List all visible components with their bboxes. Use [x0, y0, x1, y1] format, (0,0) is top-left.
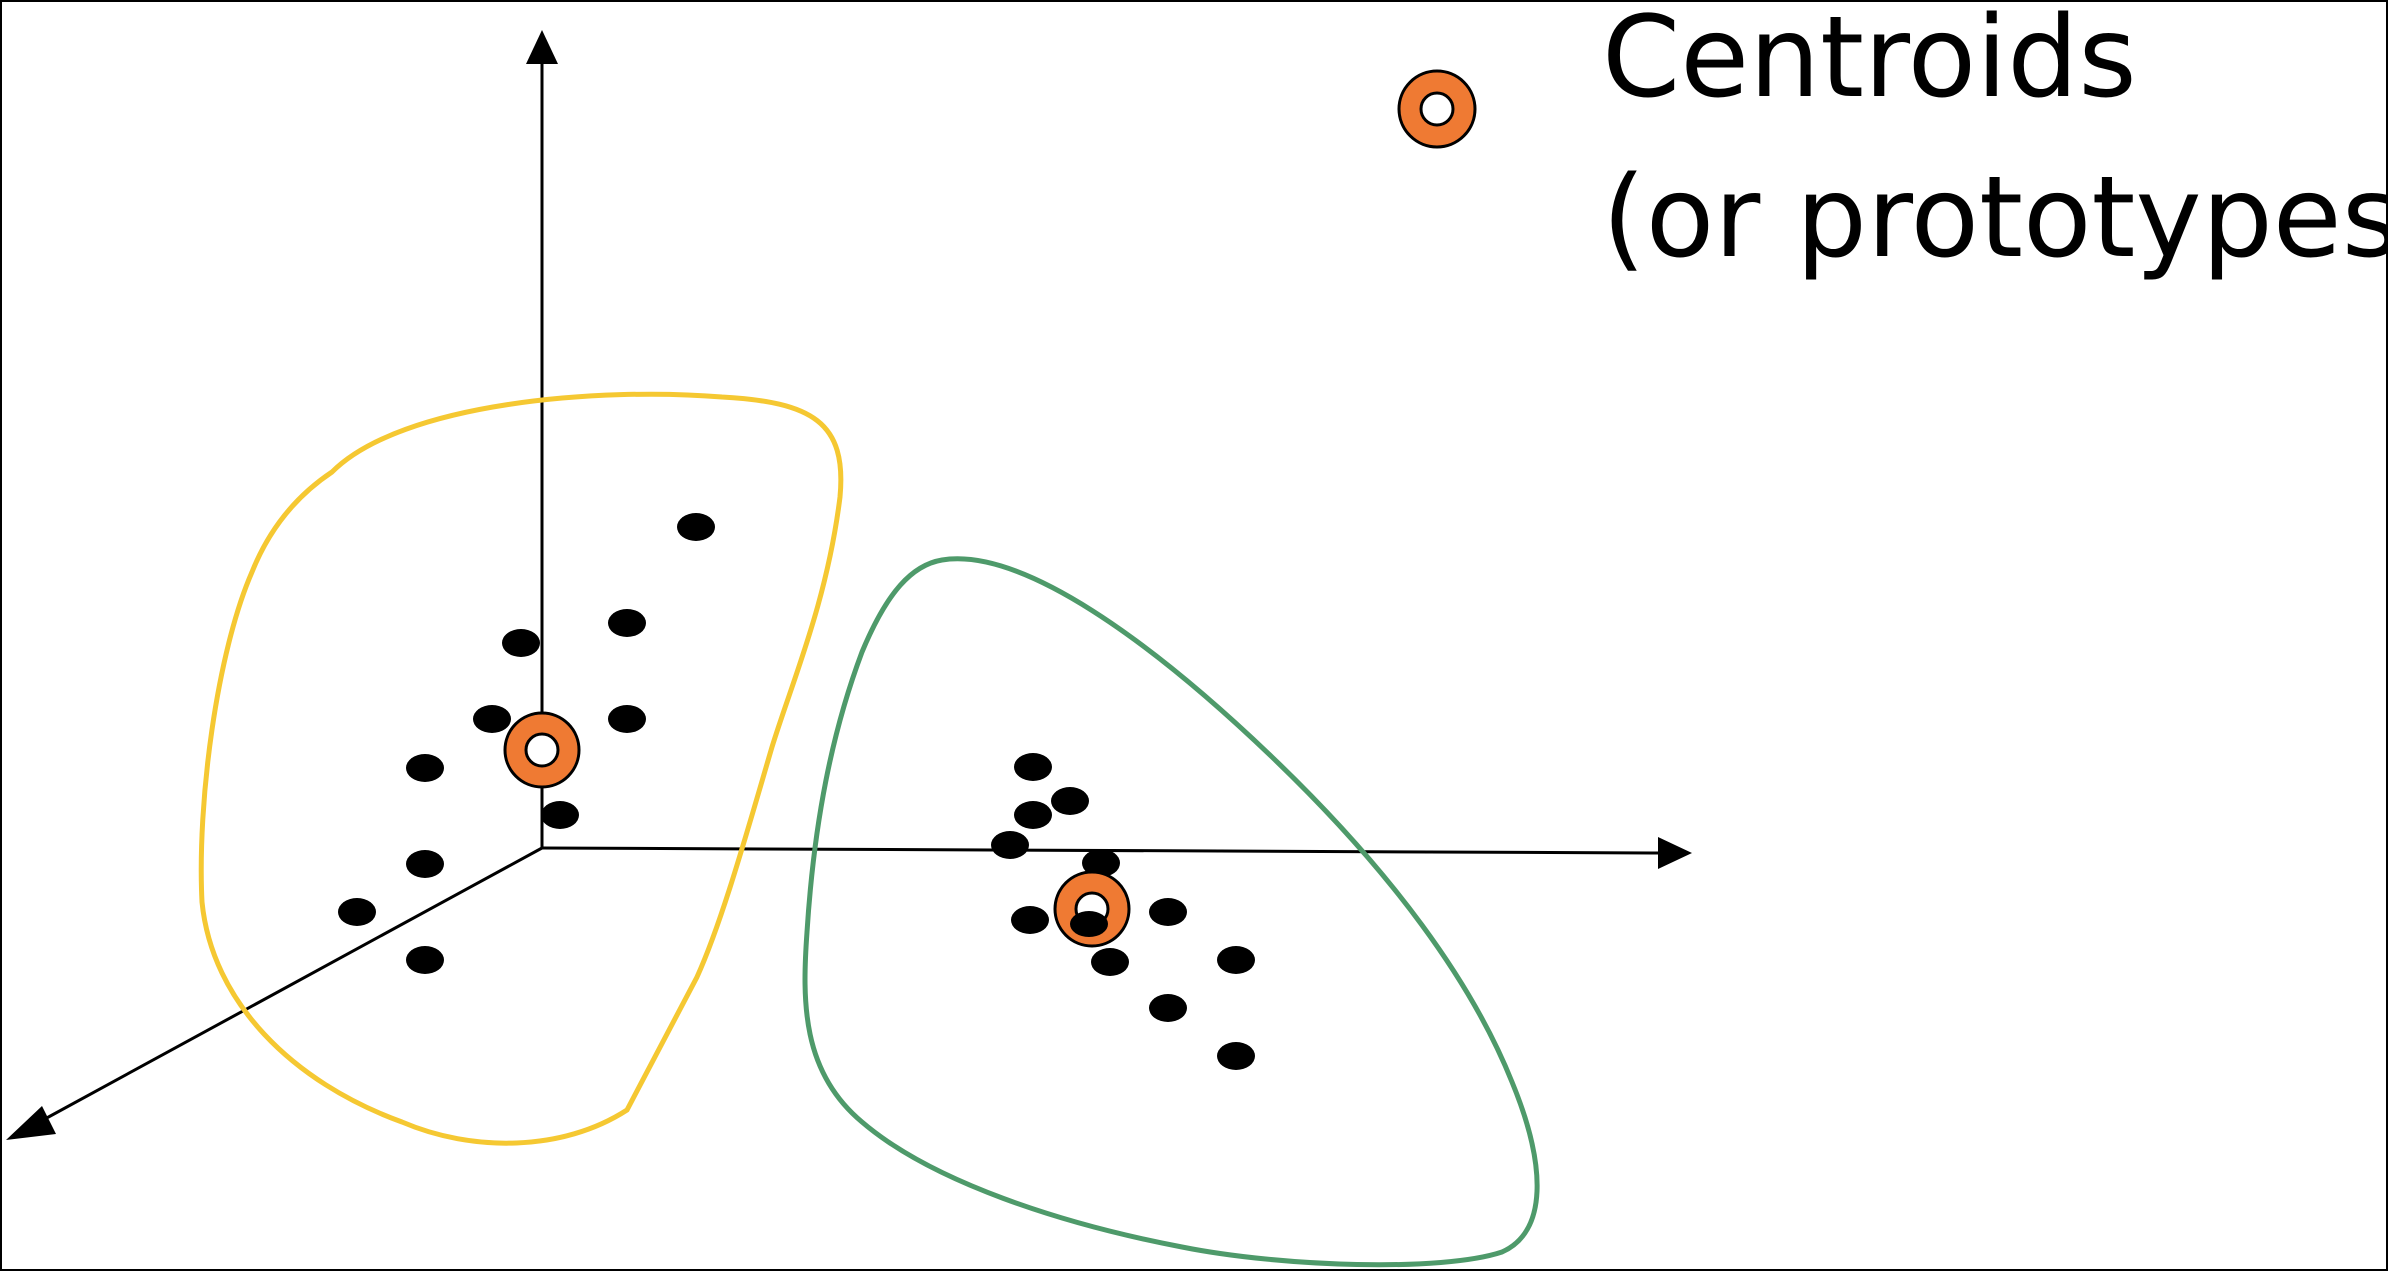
data-point	[473, 705, 511, 733]
data-point	[608, 609, 646, 637]
cluster-2-outline	[802, 556, 1540, 1268]
data-point	[1217, 946, 1255, 974]
z-axis-arrowhead	[6, 1106, 56, 1140]
data-point	[991, 831, 1029, 859]
data-point	[1149, 898, 1187, 926]
centroid-1	[503, 711, 581, 789]
data-point	[1149, 994, 1187, 1022]
cluster-1-points	[338, 513, 715, 974]
x-axis-arrowhead	[1658, 837, 1692, 869]
cluster-2-points	[991, 753, 1255, 1070]
data-point	[1014, 801, 1052, 829]
data-point	[406, 850, 444, 878]
legend-label-line1: Centroids	[1602, 0, 2137, 123]
legend-label-line2: (or prototypes)	[1602, 153, 2388, 283]
axes	[6, 30, 1692, 1140]
data-point	[406, 754, 444, 782]
data-point	[1082, 849, 1120, 877]
data-point	[1070, 911, 1108, 937]
data-point	[338, 898, 376, 926]
data-point	[1091, 948, 1129, 976]
data-point	[1014, 753, 1052, 781]
legend-centroid-icon	[1397, 69, 1477, 149]
data-point	[677, 513, 715, 541]
data-point	[502, 629, 540, 657]
z-axis	[31, 846, 543, 1128]
data-point	[541, 801, 579, 829]
cluster-1-outline	[198, 391, 844, 1146]
data-point	[1051, 787, 1089, 815]
data-point	[1217, 1042, 1255, 1070]
data-point	[406, 946, 444, 974]
data-point	[608, 705, 646, 733]
y-axis-arrowhead	[526, 30, 558, 64]
data-point	[1011, 906, 1049, 934]
centroid-2	[1053, 870, 1131, 948]
